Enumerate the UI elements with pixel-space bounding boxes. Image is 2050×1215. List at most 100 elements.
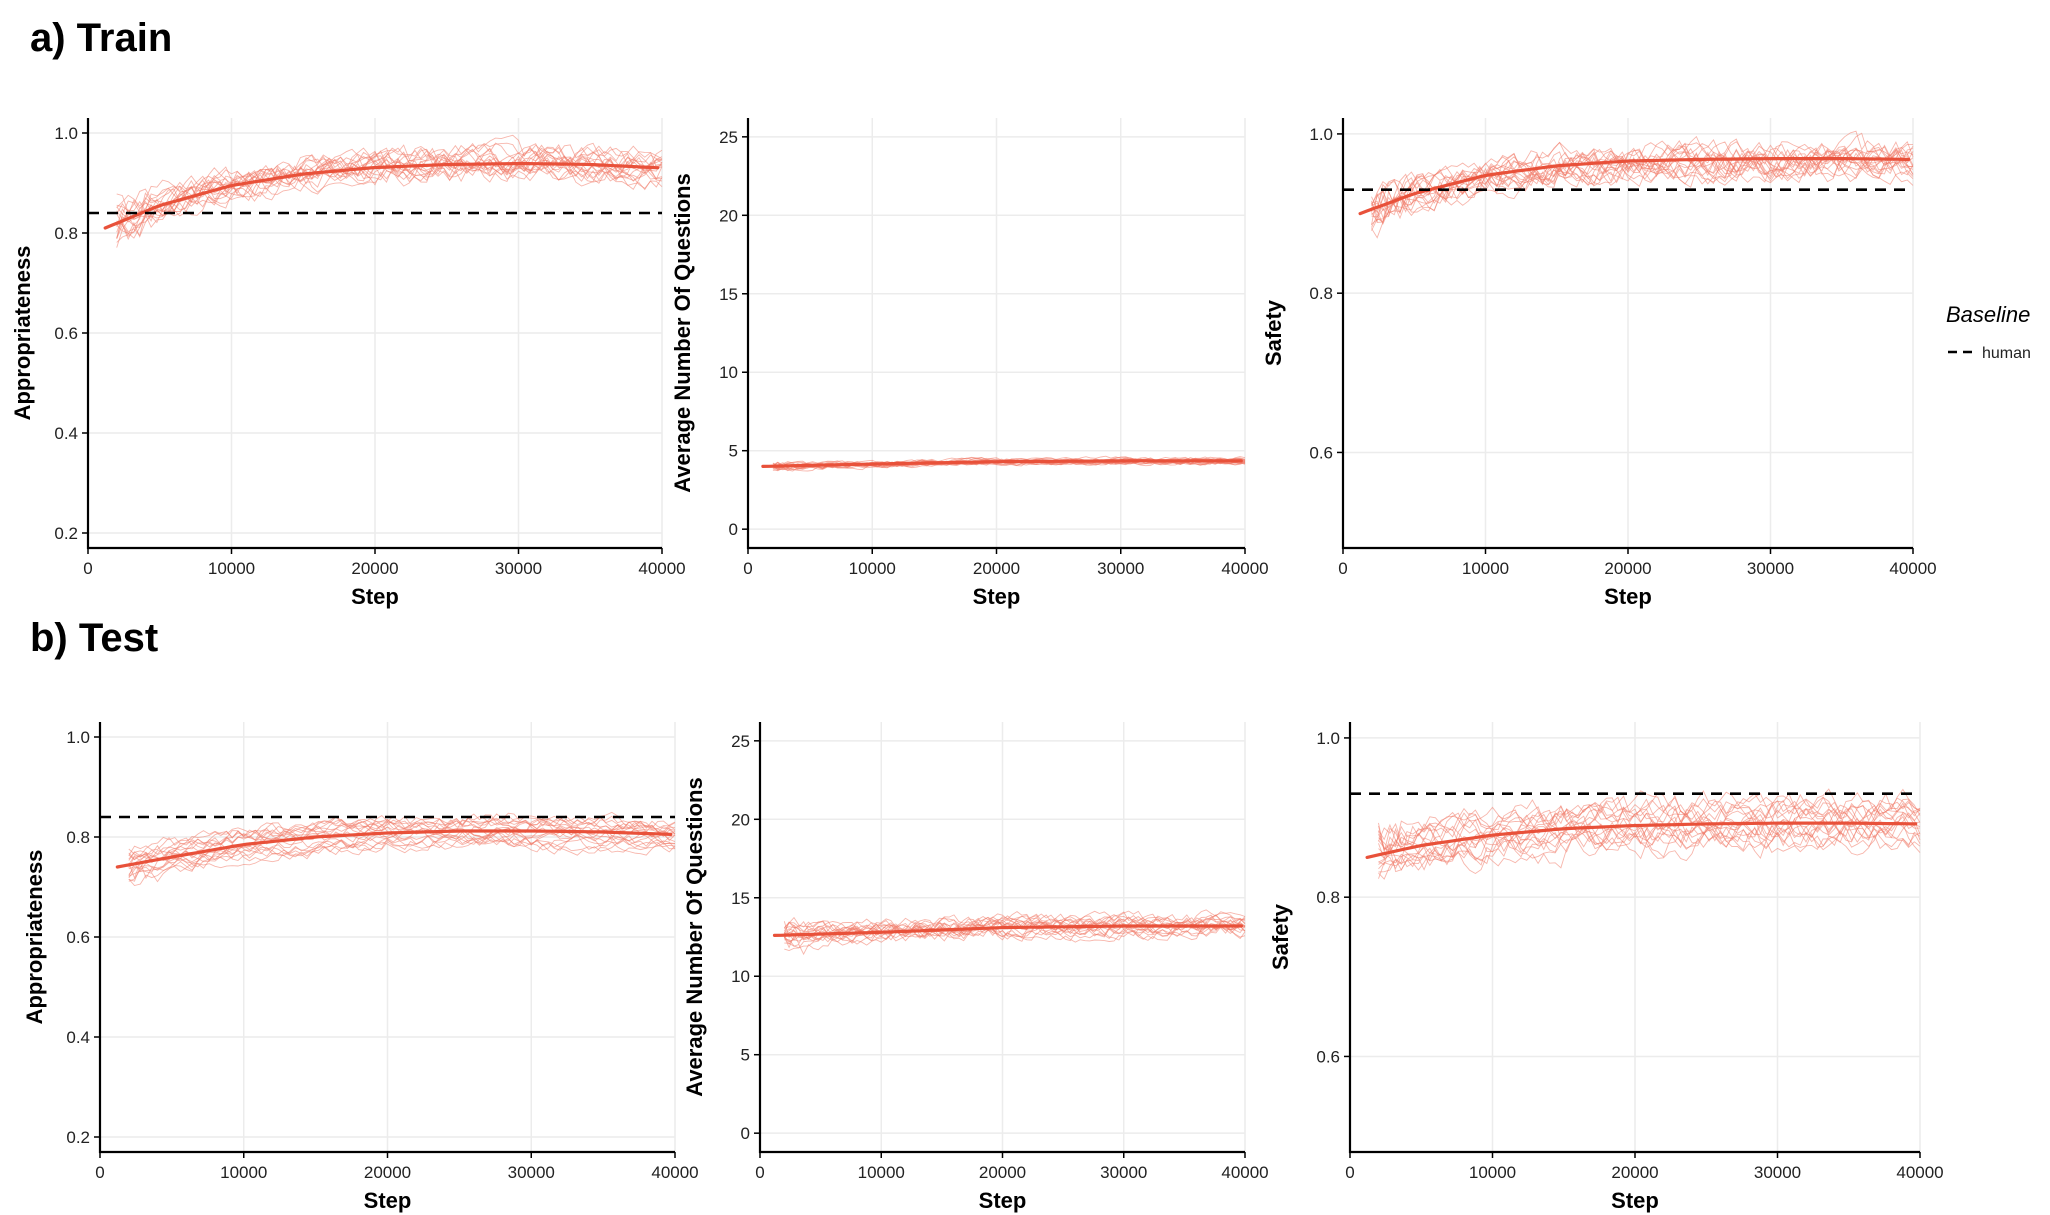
y-axis-title: Appropriateness: [22, 850, 47, 1025]
run-line: [128, 825, 676, 865]
x-tick-label: 20000: [1611, 1163, 1658, 1182]
run-line: [116, 147, 663, 239]
x-tick-label: 20000: [1604, 559, 1651, 578]
run-line: [116, 144, 663, 227]
x-tick-label: 10000: [1462, 559, 1509, 578]
y-tick-label: 1.0: [1309, 125, 1333, 144]
y-tick-label: 0.2: [54, 524, 78, 543]
x-tick-label: 20000: [351, 559, 398, 578]
run-lines: [1378, 788, 1921, 880]
x-tick-label: 40000: [638, 559, 685, 578]
run-line: [116, 142, 663, 217]
run-line: [1371, 149, 1914, 239]
chart-panel-b-test-questions: 0 10000 20000 30000 40000 0 5 10 15 20 25 Step Avera…: [682, 722, 1269, 1213]
section-title-test: b) Test: [30, 616, 159, 660]
y-tick-label: 0.8: [1309, 284, 1333, 303]
smooth-trend-line: [115, 829, 673, 869]
chart-panel-a-train-questions: 0 10000 20000 30000 40000 0 5 10 15 20 25 Step Avera…: [670, 118, 1269, 609]
x-tick-label: 10000: [208, 559, 255, 578]
x-tick-label: 0: [755, 1163, 764, 1182]
x-axis-title: Step: [979, 1188, 1027, 1213]
y-tick-label: 0: [729, 520, 738, 539]
run-line: [1371, 139, 1914, 213]
grid: [87, 118, 663, 548]
x-tick-label: 40000: [1889, 559, 1936, 578]
run-line: [128, 830, 676, 877]
y-tick-label: 0.6: [1309, 443, 1333, 462]
smooth-trend-line: [103, 161, 660, 230]
y-tick-label: 1.0: [54, 124, 78, 143]
smooth-trend-line: [772, 924, 1244, 938]
section-title-train: a) Train: [30, 16, 173, 60]
run-line: [128, 811, 676, 861]
chart-panel-a-train-appropriateness: 0 10000 20000 30000 40000 0.2 0.4 0.6 0.8 1.0 Step…: [10, 118, 686, 609]
y-tick-label: 0.8: [66, 828, 90, 847]
x-axis-title: Step: [364, 1188, 412, 1213]
x-tick-label: 10000: [858, 1163, 905, 1182]
grid: [747, 118, 1246, 548]
legend-label-human: human: [1982, 345, 2031, 362]
chart-panel-b-test-safety: 0 10000 20000 30000 40000 0.6 0.8 1.0 Step Safety: [1268, 722, 1944, 1213]
x-tick-label: 0: [743, 559, 752, 578]
run-line: [1378, 799, 1921, 850]
run-line: [1378, 788, 1921, 851]
x-axis-title: Step: [1604, 584, 1652, 609]
grid: [99, 722, 676, 1152]
y-tick-label: 5: [741, 1046, 750, 1065]
y-tick-label: 0.4: [66, 1028, 90, 1047]
x-axis-title: Step: [1611, 1188, 1659, 1213]
run-line: [128, 836, 676, 883]
y-tick-label: 10: [731, 967, 750, 986]
y-tick-label: 10: [719, 363, 738, 382]
run-line: [1378, 793, 1921, 848]
x-tick-label: 40000: [1896, 1163, 1943, 1182]
y-tick-label: 0.6: [54, 324, 78, 343]
x-tick-label: 30000: [1097, 559, 1144, 578]
y-tick-label: 1.0: [66, 728, 90, 747]
y-tick-label: 0.4: [54, 424, 78, 443]
legend-title: Baseline: [1946, 302, 2030, 327]
chart-panel-b-test-appropriateness: 0 10000 20000 30000 40000 0.2 0.4 0.6 0.8 1.0 Step…: [22, 722, 699, 1213]
x-tick-label: 30000: [495, 559, 542, 578]
run-line: [1371, 138, 1914, 225]
smooth-trend-line: [1358, 157, 1911, 216]
x-tick-label: 40000: [1221, 559, 1268, 578]
run-line: [1371, 148, 1914, 218]
run-line: [1378, 795, 1921, 851]
run-line: [783, 909, 1246, 933]
grid: [1349, 722, 1921, 1152]
y-tick-label: 20: [719, 206, 738, 225]
y-axis-title: Safety: [1268, 903, 1293, 970]
y-tick-label: 25: [731, 732, 750, 751]
x-tick-label: 0: [1345, 1163, 1354, 1182]
y-axis-title: Average Number Of Questions: [682, 777, 707, 1096]
y-tick-label: 20: [731, 810, 750, 829]
x-tick-label: 20000: [364, 1163, 411, 1182]
smooth-trend-line: [761, 459, 1243, 468]
y-tick-label: 1.0: [1316, 729, 1340, 748]
y-tick-label: 0: [741, 1124, 750, 1143]
x-tick-label: 0: [95, 1163, 104, 1182]
y-tick-label: 25: [719, 128, 738, 147]
y-axis-title: Average Number Of Questions: [670, 173, 695, 492]
run-line: [1371, 146, 1914, 226]
run-line: [128, 813, 676, 860]
run-line: [784, 924, 1246, 956]
x-tick-label: 10000: [1469, 1163, 1516, 1182]
run-line: [1378, 822, 1921, 873]
y-tick-label: 0.6: [66, 928, 90, 947]
legend: Baseline human: [1946, 302, 2031, 362]
run-line: [128, 816, 676, 862]
run-line: [1378, 790, 1921, 853]
x-tick-label: 30000: [1754, 1163, 1801, 1182]
smooth-trend-line: [1365, 821, 1918, 860]
x-tick-label: 30000: [508, 1163, 555, 1182]
chart-panel-a-train-safety: 0 10000 20000 30000 40000 0.6 0.8 1.0 Step Safety: [1261, 118, 1937, 609]
x-tick-label: 40000: [1221, 1163, 1268, 1182]
y-tick-label: 5: [729, 442, 738, 461]
x-tick-label: 30000: [1100, 1163, 1147, 1182]
x-tick-label: 20000: [979, 1163, 1026, 1182]
grid: [1342, 118, 1914, 548]
run-line: [116, 147, 663, 215]
